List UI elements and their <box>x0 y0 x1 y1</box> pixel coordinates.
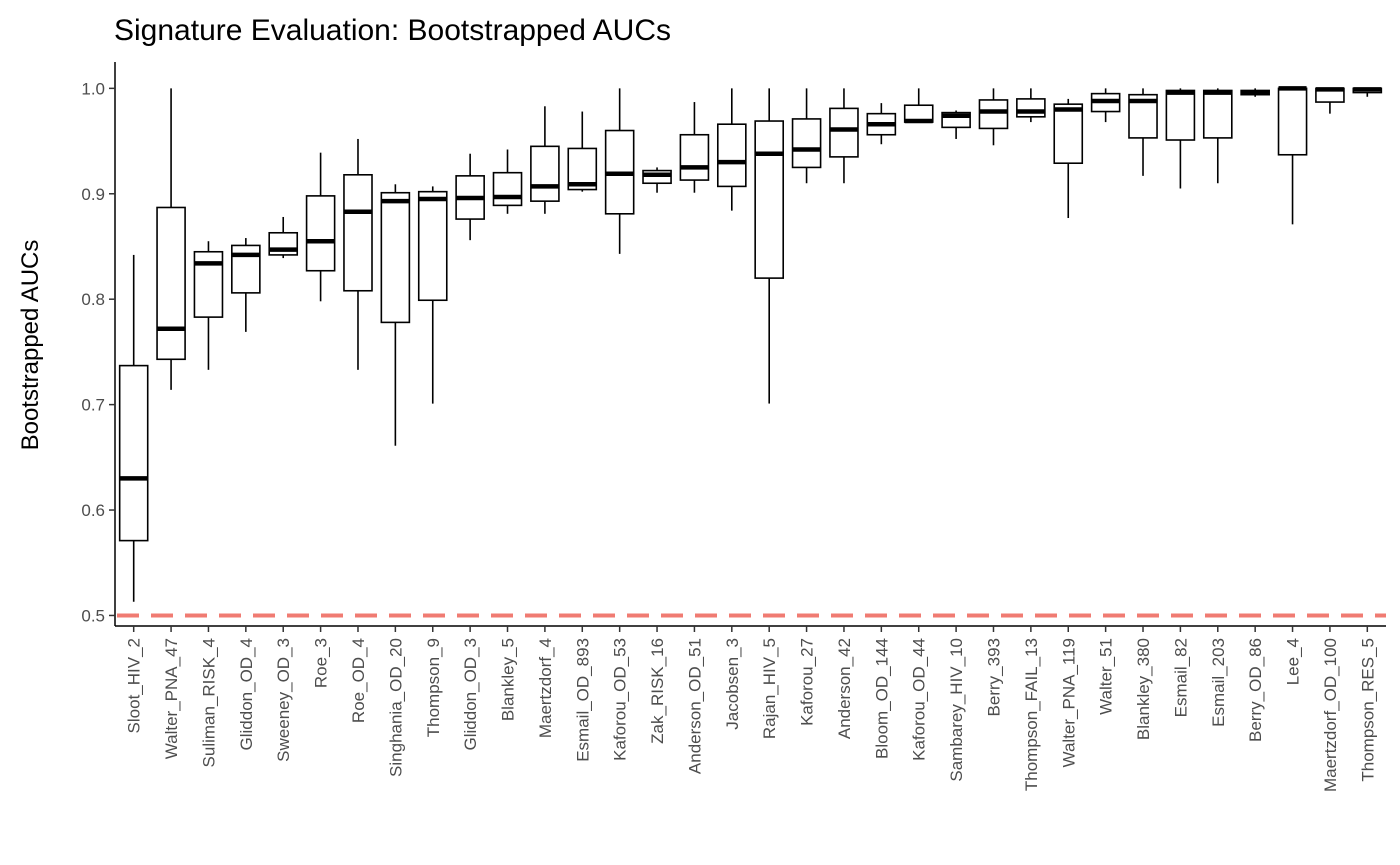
y-tick-label: 0.9 <box>81 185 105 204</box>
x-tick-label: Zak_RISK_16 <box>648 638 667 744</box>
box-Berry_393 <box>978 88 1009 146</box>
box-Walter_PNA_47 <box>156 88 186 390</box>
box-Esmail_203 <box>1202 88 1233 184</box>
x-tick-label: Thompson_RES_5 <box>1358 638 1377 782</box>
x-tick-label: Gliddon_OD_3 <box>461 638 480 750</box>
x-tick-label: Esmail_82 <box>1171 638 1190 717</box>
box-Blankley_5 <box>492 149 523 214</box>
iqr-box <box>1202 89 1233 139</box>
x-tick-label: Walter_PNA_47 <box>162 638 181 759</box>
x-tick-label: Walter_PNA_119 <box>1059 638 1078 767</box>
x-tick-label: Thompson_FAIL_13 <box>1022 638 1041 791</box>
iqr-box <box>530 145 560 202</box>
box-Anderson_OD_51 <box>679 102 710 193</box>
box-Blankley_380 <box>1128 88 1158 176</box>
iqr-box <box>716 123 747 188</box>
iqr-box <box>1165 89 1196 141</box>
iqr-box <box>1277 87 1308 156</box>
iqr-box <box>417 190 448 302</box>
box-Thompson_FAIL_13 <box>1016 88 1046 123</box>
x-tick-label: Bloom_OD_144 <box>872 638 891 759</box>
iqr-box <box>380 191 411 324</box>
iqr-box <box>829 107 859 158</box>
box-Walter_51 <box>1090 88 1121 123</box>
x-tick-label: Kaforou_OD_44 <box>910 638 929 761</box>
x-tick-label: Roe_3 <box>312 638 331 688</box>
x-tick-label: Maertzdorf_OD_100 <box>1321 638 1340 792</box>
x-tick-label: Gliddon_OD_4 <box>237 638 256 750</box>
y-tick-label: 0.6 <box>81 501 105 520</box>
box-Roe_3 <box>305 152 336 302</box>
x-tick-label: Blankley_380 <box>1134 638 1153 740</box>
boxes-group <box>118 86 1383 602</box>
box-Kaforou_27 <box>791 88 822 184</box>
box-Esmail_82 <box>1165 88 1196 189</box>
box-Sweeney_OD_3 <box>268 216 299 259</box>
y-tick-label: 0.5 <box>81 606 105 625</box>
box-Walter_PNA_119 <box>1053 98 1084 219</box>
x-tick-label: Walter_51 <box>1097 638 1116 715</box>
y-tick-label: 0.8 <box>81 290 105 309</box>
box-Berry_OD_86 <box>1240 88 1270 97</box>
box-Jacobsen_3 <box>716 88 747 211</box>
box-Anderson_42 <box>829 88 859 184</box>
x-tick-label: Kaforou_27 <box>798 638 817 726</box>
x-tick-label: Berry_393 <box>984 638 1003 716</box>
iqr-box <box>1016 98 1046 118</box>
box-Zak_RISK_16 <box>642 167 672 193</box>
iqr-box <box>118 364 149 542</box>
iqr-box <box>305 195 336 272</box>
x-tick-label: Maertzdorf_4 <box>536 638 555 738</box>
box-Suliman_RISK_4 <box>193 241 224 370</box>
box-Sloot_HIV_2 <box>118 254 149 602</box>
iqr-box <box>978 99 1009 130</box>
box-Gliddon_OD_3 <box>455 153 485 241</box>
y-tick-label: 1.0 <box>81 79 105 98</box>
axes-group: 0.5 0.6 0.7 0.8 0.9 1.0 Sloot_HIV_2 Walter_PNA_… <box>81 62 1386 792</box>
x-tick-label: Blankley_5 <box>499 638 518 721</box>
box-Singhania_OD_20 <box>380 184 411 446</box>
box-Lee_4 <box>1277 86 1308 225</box>
box-Roe_OD_4 <box>343 138 373 370</box>
iqr-box <box>679 133 710 181</box>
box-Sambarey_HIV_10 <box>941 110 971 139</box>
x-tick-label: Thompson_9 <box>424 638 443 737</box>
box-Thompson_9 <box>417 186 448 404</box>
y-tick-label: 0.7 <box>81 396 105 415</box>
x-tick-label: Roe_OD_4 <box>349 638 368 723</box>
x-tick-label: Sloot_HIV_2 <box>125 638 144 733</box>
iqr-box <box>343 174 373 292</box>
box-Maertzdorf_4 <box>530 106 560 214</box>
iqr-box <box>492 171 523 207</box>
box-Thompson_RES_5 <box>1352 87 1383 97</box>
iqr-box <box>231 244 261 294</box>
x-tick-label: Sambarey_HIV_10 <box>947 638 966 782</box>
x-tick-label: Berry_OD_86 <box>1246 638 1265 742</box>
x-tick-label: Rajan_HIV_5 <box>760 638 779 739</box>
iqr-box <box>754 120 785 279</box>
x-tick-label: Jacobsen_3 <box>723 638 742 730</box>
iqr-box <box>791 118 822 169</box>
box-Rajan_HIV_5 <box>754 88 785 404</box>
box-Kaforou_OD_44 <box>903 88 934 124</box>
box-Maertzdorf_OD_100 <box>1315 87 1345 114</box>
x-tick-label: Lee_4 <box>1284 638 1303 685</box>
chart-title: Signature Evaluation: Bootstrapped AUCs <box>114 14 671 47</box>
x-tick-label: Suliman_RISK_4 <box>199 638 218 767</box>
x-tick-label: Anderson_OD_51 <box>685 638 704 774</box>
x-tick-label: Anderson_42 <box>835 638 854 739</box>
box-Bloom_OD_144 <box>866 103 897 145</box>
x-tick-label: Singhania_OD_20 <box>386 638 405 777</box>
box-Gliddon_OD_4 <box>231 238 261 332</box>
y-axis-label: Bootstrapped AUCs <box>17 240 44 451</box>
iqr-box <box>156 206 186 361</box>
box-Esmail_OD_893 <box>567 111 598 192</box>
x-tick-label: Esmail_203 <box>1209 638 1228 727</box>
box-Kaforou_OD_53 <box>604 88 635 254</box>
x-tick-label: Kaforou_OD_53 <box>611 638 630 761</box>
x-tick-label: Esmail_OD_893 <box>573 638 592 762</box>
iqr-box <box>1053 103 1084 165</box>
x-tick-label: Sweeney_OD_3 <box>274 638 293 762</box>
